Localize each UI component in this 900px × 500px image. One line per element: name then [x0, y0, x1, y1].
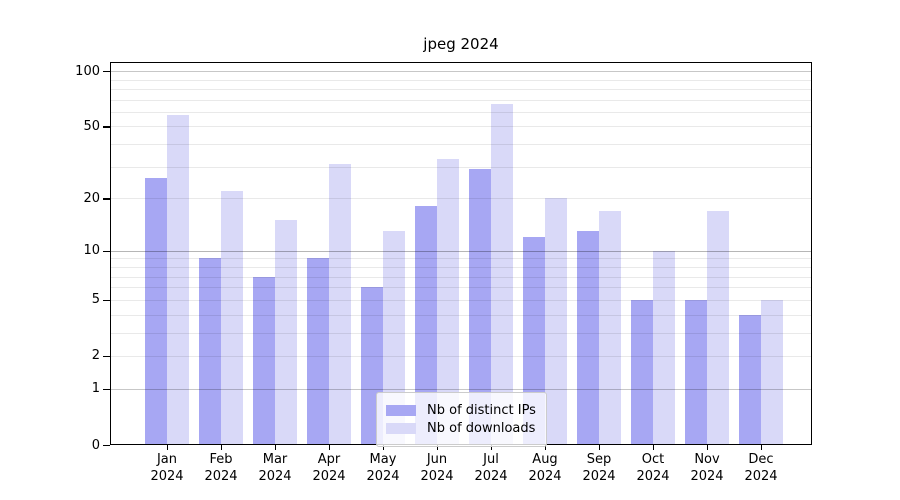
- minor-gridline: [110, 79, 812, 81]
- major-gridline: [110, 71, 812, 73]
- bar-downloads-nov: [707, 210, 729, 445]
- y-tick-mark: [103, 250, 110, 252]
- minor-gridline: [110, 276, 812, 278]
- y-tick-mark: [103, 71, 110, 73]
- x-tick-mark: [653, 445, 655, 450]
- bar-ips-mar: [253, 276, 275, 445]
- legend-swatch: [386, 423, 416, 434]
- bar-ips-dec: [739, 314, 761, 445]
- bar-downloads-jul: [491, 104, 513, 445]
- bar-ips-jul: [469, 169, 491, 445]
- bar-ips-jan: [145, 177, 167, 445]
- legend-item: Nb of downloads: [386, 421, 536, 436]
- minor-gridline: [110, 99, 812, 101]
- x-tick-mark: [275, 445, 277, 450]
- bar-downloads-apr: [329, 164, 351, 445]
- minor-gridline: [110, 198, 812, 200]
- x-tick-mark: [221, 445, 223, 450]
- bar-downloads-may: [383, 231, 405, 445]
- x-tick-mark: [491, 445, 493, 450]
- y-tick-mark: [103, 445, 110, 447]
- chart-title: jpeg 2024: [423, 35, 499, 53]
- x-axis-tick-label: Apr 2024: [312, 452, 346, 484]
- bar-downloads-dec: [761, 299, 783, 445]
- major-gridline: [110, 250, 812, 252]
- bar-downloads-feb: [221, 190, 243, 445]
- legend-label: Nb of distinct IPs: [427, 403, 536, 418]
- x-axis-tick-label: Mar 2024: [258, 452, 292, 484]
- minor-gridline: [110, 144, 812, 146]
- x-tick-mark: [599, 445, 601, 450]
- minor-gridline: [110, 314, 812, 316]
- legend-label: Nb of downloads: [427, 421, 536, 436]
- y-tick-mark: [103, 126, 110, 128]
- legend-item: Nb of distinct IPs: [386, 403, 536, 418]
- minor-gridline: [110, 88, 812, 90]
- legend-swatch: [386, 405, 416, 416]
- x-tick-mark: [761, 445, 763, 450]
- bar-downloads-jan: [167, 114, 189, 445]
- y-tick-mark: [103, 299, 110, 302]
- minor-gridline: [110, 299, 812, 301]
- minor-gridline: [110, 332, 812, 334]
- x-tick-mark: [437, 445, 439, 450]
- y-tick-mark: [103, 355, 110, 358]
- x-tick-mark: [707, 445, 709, 450]
- minor-gridline: [110, 166, 812, 168]
- minor-gridline: [110, 355, 812, 357]
- x-axis-tick-label: Dec 2024: [744, 452, 778, 484]
- y-tick-mark: [103, 388, 110, 391]
- bar-ips-sep: [577, 231, 599, 445]
- bar-ips-oct: [631, 299, 653, 445]
- y-axis-tick-label: 2: [91, 348, 100, 364]
- y-axis-tick-label: 5: [91, 292, 100, 308]
- y-axis-tick-label: 20: [83, 190, 100, 206]
- x-axis-tick-label: Nov 2024: [690, 452, 724, 484]
- x-axis-tick-label: Jun 2024: [420, 452, 454, 484]
- y-axis-tick-label: 50: [83, 118, 100, 134]
- x-tick-mark: [383, 445, 385, 450]
- bar-downloads-sep: [599, 210, 621, 445]
- x-axis-tick-label: Jan 2024: [150, 452, 184, 484]
- minor-gridline: [110, 111, 812, 113]
- x-axis-tick-label: Feb 2024: [204, 452, 238, 484]
- bar-ips-nov: [685, 299, 707, 445]
- y-tick-mark: [103, 198, 110, 200]
- major-gridline: [110, 388, 812, 390]
- minor-gridline: [110, 287, 812, 289]
- x-axis-tick-label: Oct 2024: [636, 452, 670, 484]
- x-axis-tick-label: May 2024: [366, 452, 400, 484]
- legend: Nb of distinct IPs Nb of downloads: [376, 392, 547, 447]
- minor-gridline: [110, 126, 812, 128]
- bar-ips-feb: [199, 258, 221, 445]
- y-axis-tick-label: 100: [75, 63, 100, 79]
- x-axis-tick-label: Sep 2024: [582, 452, 616, 484]
- x-tick-mark: [329, 445, 331, 450]
- y-axis-tick-label: 1: [91, 381, 100, 397]
- minor-gridline: [110, 266, 812, 268]
- bar-ips-apr: [307, 258, 329, 445]
- bar-downloads-mar: [275, 220, 297, 445]
- plot-area: Nb of distinct IPs Nb of downloads: [110, 62, 812, 447]
- x-tick-mark: [545, 445, 547, 450]
- bar-downloads-oct: [653, 250, 675, 445]
- x-tick-mark: [167, 445, 169, 450]
- x-axis-tick-label: Aug 2024: [528, 452, 562, 484]
- x-axis-tick-label: Jul 2024: [474, 452, 508, 484]
- bar-ips-jun: [415, 206, 437, 445]
- minor-gridline: [110, 250, 812, 252]
- y-axis-tick-label: 0: [91, 437, 100, 453]
- minor-gridline: [110, 258, 812, 260]
- bar-downloads-jun: [437, 159, 459, 445]
- bar-downloads-aug: [545, 198, 567, 445]
- y-axis-tick-label: 10: [83, 243, 100, 259]
